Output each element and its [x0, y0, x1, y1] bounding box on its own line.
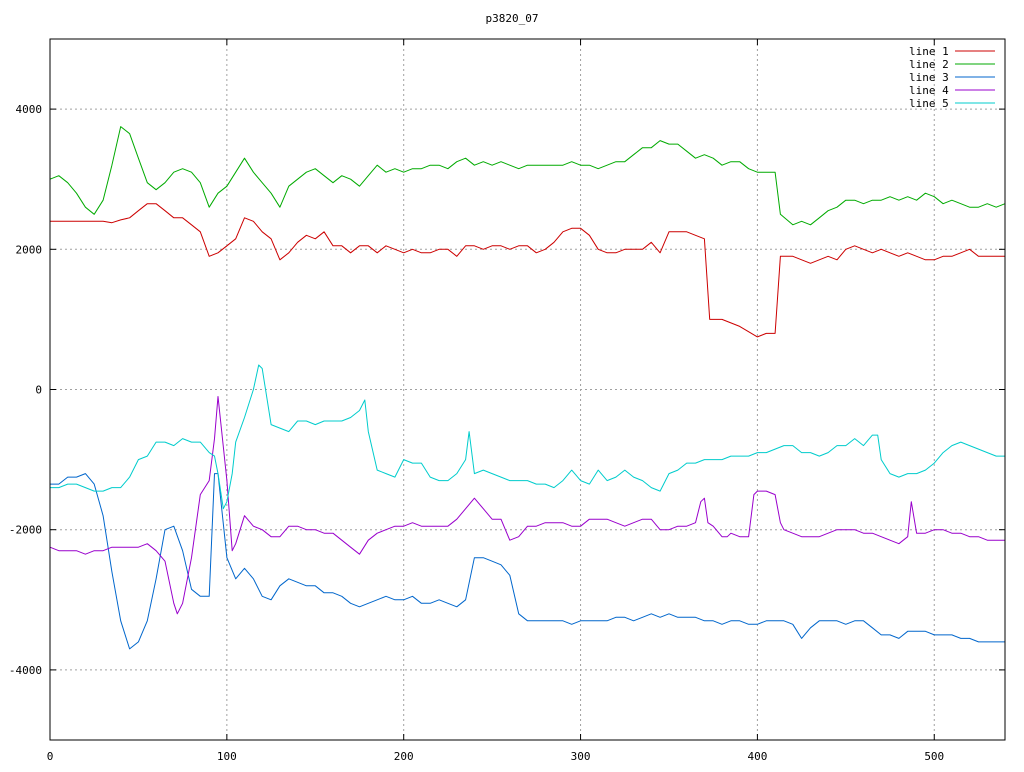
series-line-3 — [50, 473, 1005, 650]
series-line-2 — [49, 126, 1006, 226]
x-tick-label: 100 — [217, 750, 237, 763]
legend-label: line 2 — [909, 58, 949, 71]
y-tick-label: -2000 — [9, 524, 42, 537]
axis-ticks: 0 100 200 300 400 500 -4000 -2000 0 2000 4000 — [9, 39, 1005, 763]
y-tick-label: 4000 — [16, 103, 43, 116]
y-tick-label: 0 — [35, 384, 42, 397]
x-tick-label: 0 — [47, 750, 54, 763]
series-lines — [49, 126, 1006, 650]
y-tick-label: -4000 — [9, 664, 42, 677]
x-tick-label: 500 — [924, 750, 944, 763]
series-line-5 — [50, 364, 1005, 510]
series-line-1 — [50, 203, 1005, 338]
legend-label: line 3 — [909, 71, 949, 84]
grid-lines — [50, 39, 1005, 740]
chart-title: p3820_07 — [486, 12, 539, 25]
legend-label: line 4 — [909, 84, 949, 97]
x-tick-label: 400 — [747, 750, 767, 763]
y-tick-label: 2000 — [16, 243, 43, 256]
legend-label: line 1 — [909, 45, 949, 58]
x-tick-label: 200 — [394, 750, 414, 763]
legend-label: line 5 — [909, 97, 949, 110]
series-line-4 — [49, 396, 1005, 615]
x-tick-label: 300 — [571, 750, 591, 763]
